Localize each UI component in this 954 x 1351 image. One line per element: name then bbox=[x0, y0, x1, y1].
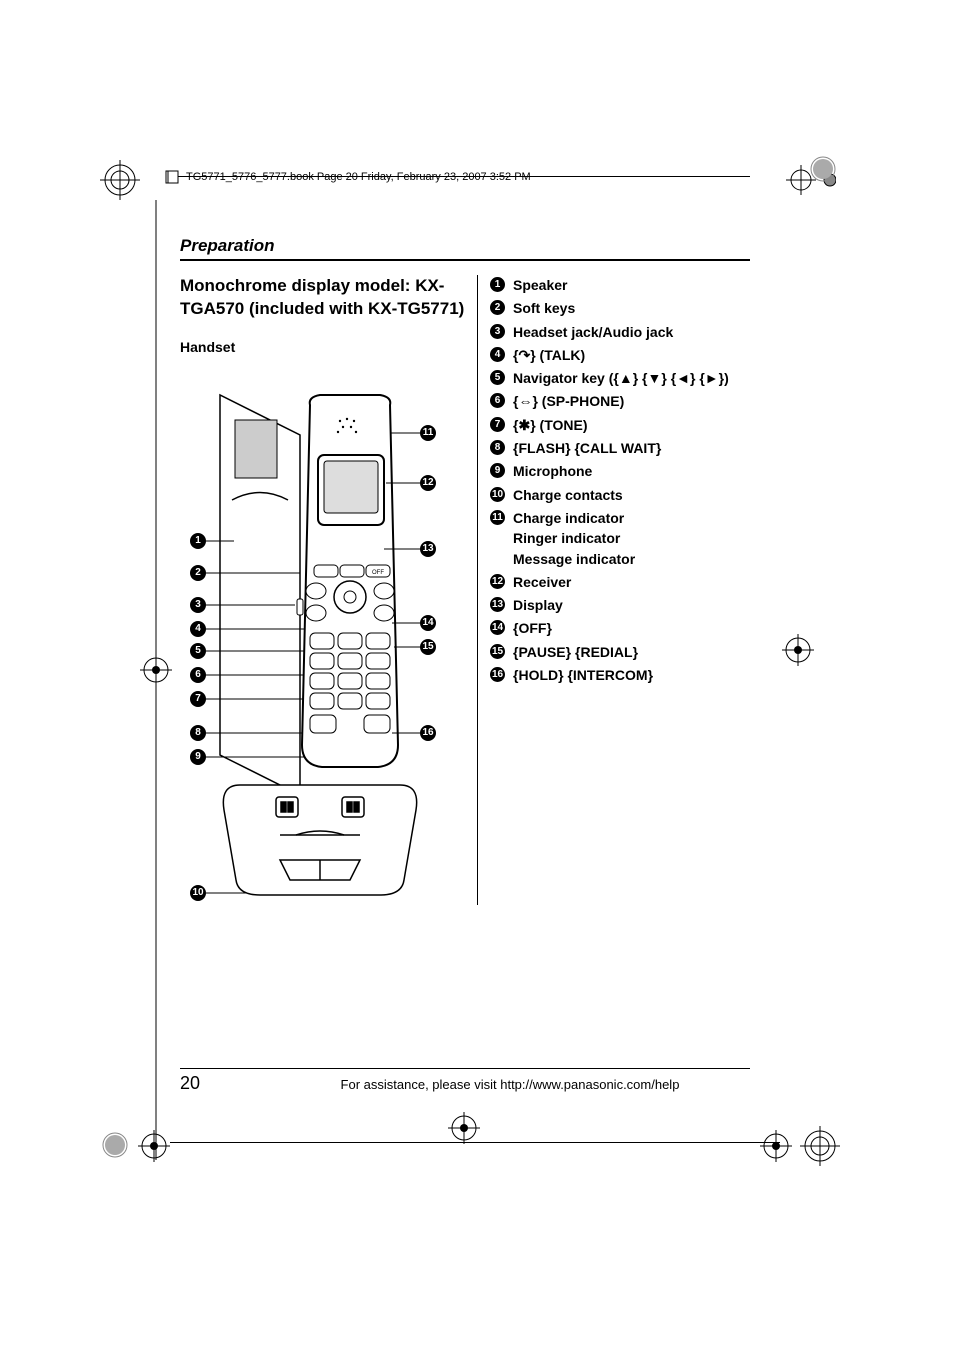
legend-num: 13 bbox=[490, 597, 505, 612]
legend-num: 12 bbox=[490, 574, 505, 589]
legend-text: {✱} (TONE) bbox=[513, 415, 588, 435]
legend-text: {⇔} (SP-PHONE) bbox=[513, 391, 624, 411]
handset-diagram: OFF bbox=[180, 365, 440, 905]
callout-16: 16 bbox=[420, 725, 436, 741]
legend-item-1: 1 Speaker bbox=[490, 275, 750, 295]
reg-mark-br bbox=[756, 1126, 796, 1166]
callout-1: 1 bbox=[190, 533, 206, 549]
legend-item-9: 9 Microphone bbox=[490, 461, 750, 481]
legend-item-13: 13 Display bbox=[490, 595, 750, 615]
legend-item-14: 14 {OFF} bbox=[490, 618, 750, 638]
legend-text: Charge indicatorRinger indicatorMessage … bbox=[513, 508, 635, 569]
book-icon bbox=[164, 169, 180, 185]
legend-item-5: 5 Navigator key ({▲} {▼} {◄} {►}) bbox=[490, 368, 750, 388]
legend-text: Soft keys bbox=[513, 298, 575, 318]
legend-num: 10 bbox=[490, 487, 505, 502]
reg-ball-tr bbox=[808, 154, 838, 184]
callout-5: 5 bbox=[190, 643, 206, 659]
book-header-text: TG5771_5776_5777.book Page 20 Friday, Fe… bbox=[186, 171, 531, 183]
callout-9: 9 bbox=[190, 749, 206, 765]
legend-item-2: 2 Soft keys bbox=[490, 298, 750, 318]
legend-num: 1 bbox=[490, 277, 505, 292]
legend-text: {↷} (TALK) bbox=[513, 345, 585, 365]
legend-num: 2 bbox=[490, 300, 505, 315]
page-number: 20 bbox=[180, 1073, 270, 1094]
callout-12: 12 bbox=[420, 475, 436, 491]
legend-num: 5 bbox=[490, 370, 505, 385]
legend-num: 8 bbox=[490, 440, 505, 455]
legend-text: {HOLD} {INTERCOM} bbox=[513, 665, 653, 685]
legend-item-11: 11 Charge indicatorRinger indicatorMessag… bbox=[490, 508, 750, 569]
right-column: 1 Speaker 2 Soft keys 3 Headset jack/Audio ja… bbox=[478, 275, 750, 905]
callout-11: 11 bbox=[420, 425, 436, 441]
legend-item-7: 7 {✱} (TONE) bbox=[490, 415, 750, 435]
legend-item-3: 3 Headset jack/Audio jack bbox=[490, 322, 750, 342]
reg-ball-bl bbox=[100, 1130, 130, 1160]
callout-4: 4 bbox=[190, 621, 206, 637]
footer-text: For assistance, please visit http://www.… bbox=[270, 1077, 750, 1092]
legend-text: Speaker bbox=[513, 275, 567, 295]
handset-label: Handset bbox=[180, 339, 467, 355]
legend-item-16: 16 {HOLD} {INTERCOM} bbox=[490, 665, 750, 685]
legend-item-15: 15 {PAUSE} {REDIAL} bbox=[490, 642, 750, 662]
reg-mark-tl bbox=[100, 160, 140, 200]
callout-8: 8 bbox=[190, 725, 206, 741]
callout-14: 14 bbox=[420, 615, 436, 631]
legend-text: Microphone bbox=[513, 461, 592, 481]
legend-num: 16 bbox=[490, 667, 505, 682]
crosshair-right bbox=[778, 630, 818, 675]
legend-text: {OFF} bbox=[513, 618, 552, 638]
svg-text:OFF: OFF bbox=[372, 570, 384, 576]
legend-num: 6 bbox=[490, 393, 505, 408]
model-title: Monochrome display model: KX-TGA570 (inc… bbox=[180, 275, 467, 321]
callout-10: 10 bbox=[190, 885, 206, 901]
legend-text: Navigator key ({▲} {▼} {◄} {►}) bbox=[513, 368, 729, 388]
legend-text: Display bbox=[513, 595, 563, 615]
crop-line-left bbox=[136, 200, 176, 1165]
legend-item-8: 8 {FLASH} {CALL WAIT} bbox=[490, 438, 750, 458]
legend-item-6: 6 {⇔} (SP-PHONE) bbox=[490, 391, 750, 411]
legend-num: 15 bbox=[490, 644, 505, 659]
legend-num: 11 bbox=[490, 510, 505, 525]
callout-7: 7 bbox=[190, 691, 206, 707]
legend-text: Charge contacts bbox=[513, 485, 623, 505]
legend-text: Receiver bbox=[513, 572, 571, 592]
callout-2: 2 bbox=[190, 565, 206, 581]
legend-num: 4 bbox=[490, 347, 505, 362]
callout-13: 13 bbox=[420, 541, 436, 557]
legend-text: Headset jack/Audio jack bbox=[513, 322, 673, 342]
callout-6: 6 bbox=[190, 667, 206, 683]
reg-mark-br2 bbox=[800, 1126, 840, 1166]
book-header: TG5771_5776_5777.book Page 20 Friday, Fe… bbox=[168, 176, 750, 185]
page-content: Preparation Monochrome display model: KX… bbox=[180, 236, 750, 905]
legend-item-4: 4 {↷} (TALK) bbox=[490, 345, 750, 365]
legend-text: {FLASH} {CALL WAIT} bbox=[513, 438, 661, 458]
legend-num: 14 bbox=[490, 620, 505, 635]
reg-mark-bl bbox=[134, 1126, 174, 1166]
page-footer: 20 For assistance, please visit http://w… bbox=[180, 1068, 750, 1094]
bottom-rule bbox=[170, 1142, 780, 1143]
left-column: Monochrome display model: KX-TGA570 (inc… bbox=[180, 275, 478, 905]
callout-15: 15 bbox=[420, 639, 436, 655]
legend-item-10: 10 Charge contacts bbox=[490, 485, 750, 505]
callout-3: 3 bbox=[190, 597, 206, 613]
legend-item-12: 12 Receiver bbox=[490, 572, 750, 592]
legend-num: 3 bbox=[490, 324, 505, 339]
section-title: Preparation bbox=[180, 236, 750, 261]
legend-num: 7 bbox=[490, 417, 505, 432]
legend-num: 9 bbox=[490, 463, 505, 478]
legend-text: {PAUSE} {REDIAL} bbox=[513, 642, 638, 662]
